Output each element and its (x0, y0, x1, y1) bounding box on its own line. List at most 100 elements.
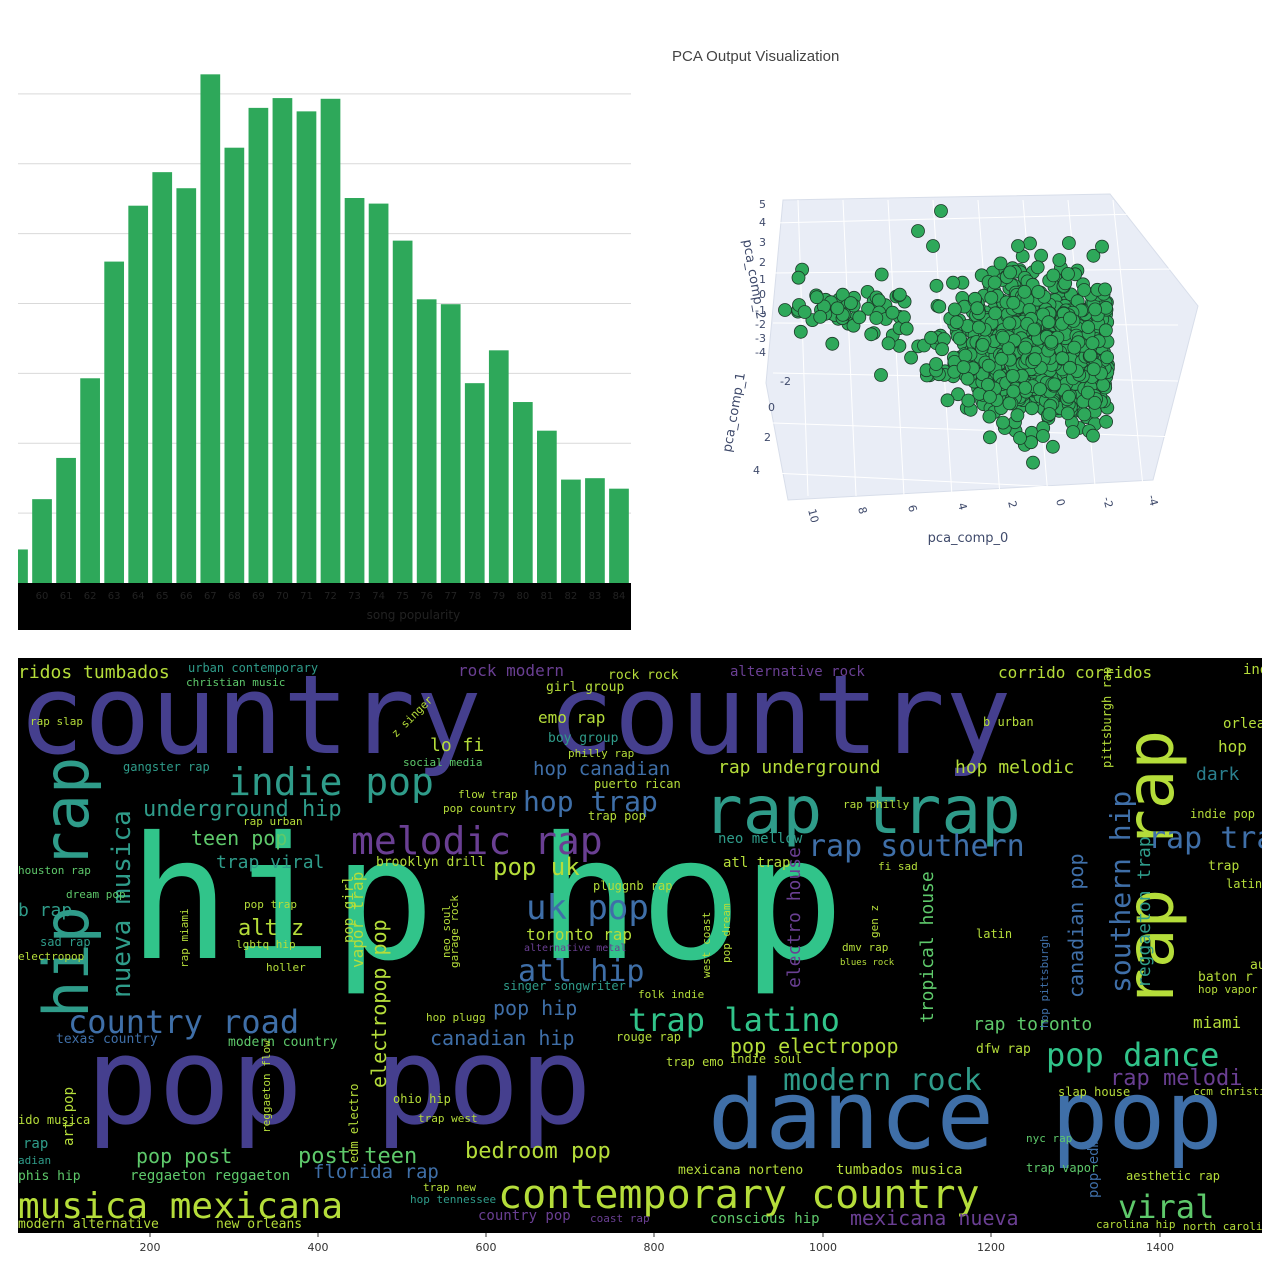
word-cloud-word: pop uk (493, 853, 580, 881)
word-cloud-word: gangster rap (123, 760, 210, 774)
pca-point (934, 204, 948, 218)
pca-point (932, 299, 947, 314)
word-cloud-word: contemporary country (498, 1172, 980, 1218)
pca-point (1002, 316, 1017, 331)
pca-point (961, 393, 976, 408)
x-tick-label: 80 (516, 591, 529, 602)
word-cloud-word: pop dream (720, 903, 733, 963)
word-cloud-word: hop (1218, 737, 1247, 756)
word-cloud-word: rap underground (718, 757, 881, 778)
word-cloud-word: electropop pop (367, 919, 391, 1088)
y-tick-label: 2 (764, 431, 771, 444)
word-cloud-word: mexicana norteno (678, 1163, 803, 1178)
word-cloud-word: brooklyn drill (376, 855, 486, 870)
popularity-bar (440, 304, 461, 583)
pca-point (1024, 401, 1039, 416)
word-cloud-word: electropop (18, 950, 84, 963)
x-tick-label: 0 (1053, 497, 1067, 507)
x-tick-label: 84 (613, 591, 626, 602)
pca-point (871, 293, 886, 308)
pca-point (797, 305, 812, 319)
pca-point (975, 337, 990, 352)
pca-points (778, 204, 1115, 470)
pca-point (949, 315, 964, 330)
word-cloud-word: canadian hip (430, 1026, 575, 1050)
pca-point (1017, 284, 1032, 299)
word-cloud-word: melodic rap (351, 819, 603, 863)
x-tick-label: 82 (565, 591, 578, 602)
x-axis-band (18, 583, 631, 630)
pca-point (1041, 315, 1056, 330)
word-cloud-word: trap viral (216, 852, 324, 873)
word-cloud-word: lo fi (430, 735, 484, 756)
word-cloud-word: florida rap (313, 1161, 439, 1183)
word-cloud-word: philly rap (568, 747, 634, 760)
pca-point (1086, 362, 1101, 377)
pca-point (1005, 369, 1020, 383)
x-tick-label: 64 (132, 591, 145, 602)
pca-point (904, 350, 919, 365)
pca-point (1011, 239, 1025, 253)
pca-point (1046, 268, 1061, 283)
bar-chart-panel: 60 61 62 63 64 65 66 67 68 69 70 71 72 73 74 75 76 77 78 79… (18, 18, 631, 630)
word-cloud-word: rap toronto (973, 1014, 1092, 1035)
x-tick-label: 62 (84, 591, 97, 602)
x-tick-label: 65 (156, 591, 169, 602)
x-tick-label: 10 (805, 507, 821, 524)
pca-x-axis-label: pca_comp_0 (928, 531, 1009, 546)
pca-point (1003, 265, 1018, 280)
word-cloud-word: rap southern (808, 829, 1025, 864)
pca-point (996, 330, 1010, 345)
popularity-bar (344, 198, 365, 583)
word-cloud-word: slap house (1058, 1085, 1130, 1099)
word-cloud-word: mexicana nueva (850, 1206, 1019, 1230)
word-cloud-word: hop plugg (426, 1011, 486, 1024)
pca-point (1063, 311, 1077, 326)
word-cloud-word: pop hip (493, 996, 577, 1020)
word-cloud-word: puerto rican (594, 777, 681, 791)
word-cloud-word: southern hip (1104, 791, 1137, 993)
word-cloud-word: houston rap (18, 864, 91, 877)
popularity-bar (561, 479, 581, 583)
popularity-bar (32, 499, 52, 583)
word-cloud-word: garage rock (448, 895, 461, 968)
popularity-bar (537, 430, 557, 583)
pca-point (843, 296, 858, 311)
pca-point (951, 387, 965, 402)
pca-point (1018, 380, 1033, 395)
pca-gridline (772, 472, 1179, 494)
word-cloud-word: alternative metal (524, 943, 626, 954)
x-tick-label: 2 (1005, 499, 1019, 509)
popularity-bar (248, 107, 269, 583)
pca-point (1052, 253, 1067, 267)
pca-point (1077, 407, 1092, 422)
pca-point (1030, 260, 1045, 275)
word-cloud-word: b urban (983, 715, 1034, 729)
pca-point (1098, 323, 1113, 338)
word-cloud-word: country pop (478, 1208, 571, 1224)
word-cloud-word: emo rap (538, 708, 605, 727)
x-tick-label: 74 (372, 591, 385, 602)
x-tick-label: 60 (36, 591, 49, 602)
word-cloud-word: atl trap (723, 855, 790, 871)
x-tick-label: 68 (228, 591, 241, 602)
pca-point (791, 270, 806, 285)
word-cloud-word: rap philly (843, 798, 910, 811)
pca-point (1006, 295, 1021, 310)
word-cloud-word: dream pop (66, 888, 126, 901)
word-cloud-word: west coast (700, 912, 713, 978)
word-cloud-word: social media (403, 756, 482, 769)
pca-point (1023, 236, 1037, 251)
word-cloud-word: hop tennessee (410, 1193, 496, 1206)
pca-point (1026, 455, 1040, 470)
word-cloud-word: hip rap (30, 757, 103, 1018)
pca-point (1001, 341, 1016, 356)
word-cloud-word: boy group (548, 731, 619, 746)
word-cloud-word: neo soul (440, 905, 453, 958)
pca-point (892, 287, 907, 302)
pca-point (940, 393, 955, 408)
word-cloud-word: nueva musica (107, 810, 137, 998)
popularity-bar (320, 98, 341, 584)
pca-point (971, 320, 986, 335)
